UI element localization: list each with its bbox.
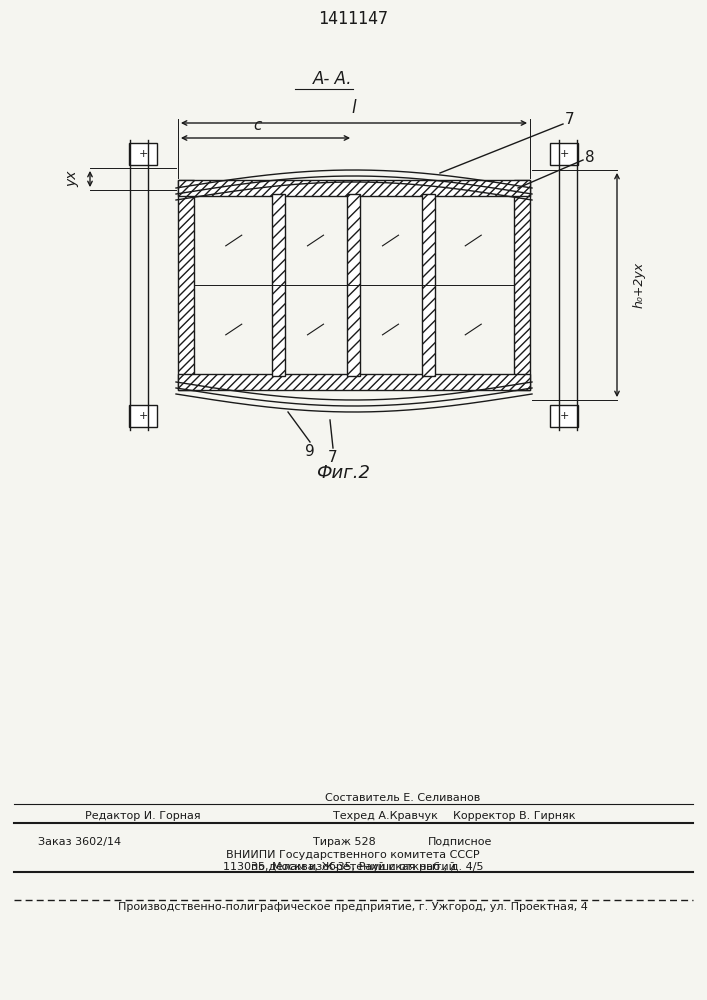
Text: 8: 8 (585, 149, 595, 164)
Bar (550, 405, 578, 427)
Text: +: + (139, 411, 148, 421)
Text: A- A.: A- A. (313, 70, 353, 88)
Bar (346, 194, 359, 376)
Text: Подписное: Подписное (428, 837, 492, 847)
Text: 1411147: 1411147 (318, 10, 388, 28)
Bar (271, 194, 284, 376)
Text: l: l (351, 99, 356, 117)
Text: c: c (253, 118, 262, 133)
Bar (421, 194, 435, 376)
Text: Техред А.Кравчук: Техред А.Кравчук (333, 811, 438, 821)
Text: Тираж 528: Тираж 528 (313, 837, 375, 847)
Text: 7: 7 (328, 450, 338, 465)
Text: ух: ух (65, 171, 79, 187)
Text: Фиг.2: Фиг.2 (316, 464, 370, 482)
Bar (550, 143, 578, 165)
Text: +: + (559, 411, 568, 421)
Text: +: + (559, 149, 568, 159)
Text: Заказ 3602/14: Заказ 3602/14 (38, 837, 121, 847)
Bar (178, 180, 194, 390)
Bar (178, 374, 530, 390)
Text: +: + (139, 149, 148, 159)
Text: Редактор И. Горная: Редактор И. Горная (85, 811, 201, 821)
Text: 7: 7 (565, 112, 575, 127)
Text: 9: 9 (305, 444, 315, 459)
Bar (129, 405, 157, 427)
Text: Производственно-полиграфическое предприятие, г. Ужгород, ул. Проектная, 4: Производственно-полиграфическое предприя… (118, 902, 588, 912)
Bar (129, 143, 157, 165)
Text: ВНИИПИ Государственного комитета СССР: ВНИИПИ Государственного комитета СССР (226, 850, 480, 860)
Bar (178, 180, 530, 196)
Text: h₀+2ух: h₀+2ух (633, 262, 645, 308)
Bar (514, 180, 530, 390)
Text: 113035, Москва, Ж-35, Раушская наб., д. 4/5: 113035, Москва, Ж-35, Раушская наб., д. … (223, 862, 484, 872)
Text: по делам изобретений и открытий: по делам изобретений и открытий (250, 862, 455, 872)
Text: Составитель Е. Селиванов: Составитель Е. Селиванов (325, 793, 481, 803)
Text: Корректор В. Гирняк: Корректор В. Гирняк (453, 811, 575, 821)
